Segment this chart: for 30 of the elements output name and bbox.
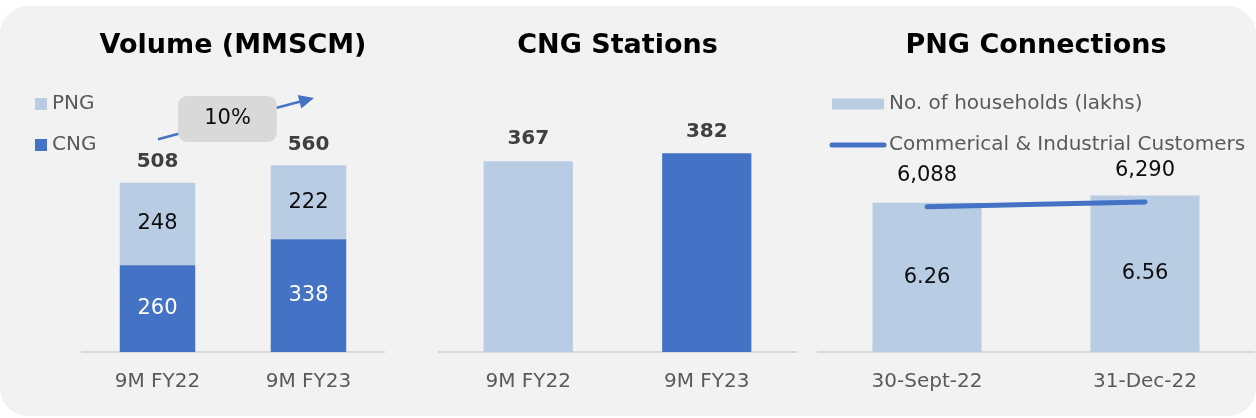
x-tick-label: 9M FY23 xyxy=(265,368,352,393)
x-tick-label: 30-Sept-22 xyxy=(871,368,983,393)
chart-title: Volume (MMSCM) xyxy=(99,28,367,60)
legend-label: PNG xyxy=(52,90,95,115)
bar xyxy=(119,265,196,352)
data-label: 382 xyxy=(685,117,728,142)
total-label: 560 xyxy=(287,130,330,155)
data-label: 338 xyxy=(288,282,329,307)
data-label: 222 xyxy=(288,188,329,213)
data-label: 260 xyxy=(137,295,178,320)
x-tick-label: 9M FY22 xyxy=(114,368,201,393)
data-label: 6.56 xyxy=(1121,260,1169,285)
data-label: 6,290 xyxy=(1114,157,1176,182)
x-tick-label: 9M FY22 xyxy=(485,368,572,393)
text: 10% xyxy=(204,105,251,130)
data-label: 367 xyxy=(507,125,550,150)
legend-label: Commerical & Industrial Customers xyxy=(889,131,1246,156)
x-tick-label: 31-Dec-22 xyxy=(1092,368,1198,393)
chart-title: CNG Stations xyxy=(517,28,718,60)
bar xyxy=(119,182,196,266)
bar xyxy=(270,165,347,240)
legend-label: No. of households (lakhs) xyxy=(889,90,1143,115)
data-label: 248 xyxy=(137,210,178,235)
data-label: 6.26 xyxy=(903,263,951,288)
data-label: 6,088 xyxy=(896,162,958,187)
legend-label: CNG xyxy=(52,131,97,156)
total-label: 508 xyxy=(136,147,179,172)
chart-title: PNG Connections xyxy=(905,28,1167,60)
x-tick-label: 9M FY23 xyxy=(663,368,750,393)
bar xyxy=(270,239,347,352)
